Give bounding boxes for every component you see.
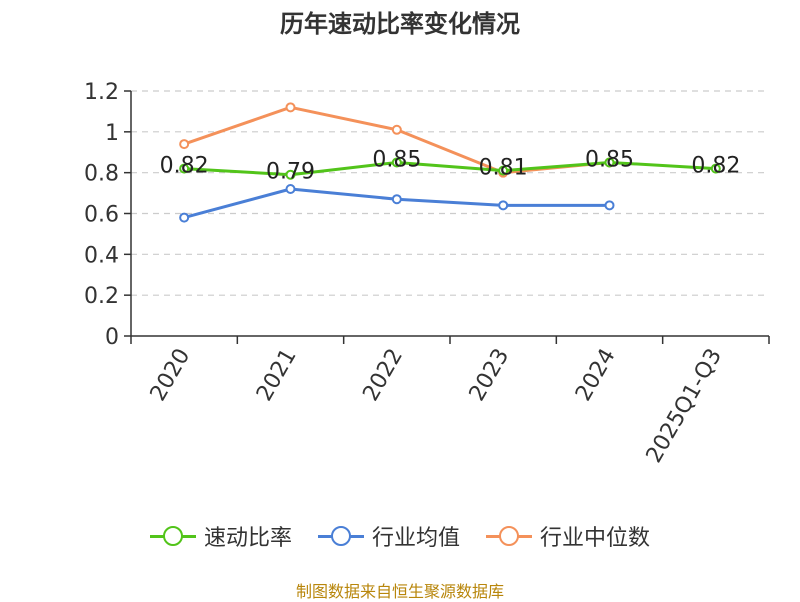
legend-swatch	[149, 526, 196, 546]
data-labels: 0.82 0.79 0.85 0.81 0.85 0.82	[160, 147, 741, 184]
x-tick-label: 2023	[465, 344, 515, 405]
y-tick-label: 0.2	[84, 284, 119, 309]
x-tick-label: 2021	[252, 345, 302, 406]
data-label: 0.85	[372, 147, 421, 172]
legend-item[interactable]: 速动比率	[149, 520, 292, 552]
x-tick-label: 2020	[146, 345, 196, 406]
data-point	[391, 124, 402, 135]
data-point	[179, 139, 190, 150]
data-point	[498, 165, 509, 176]
legend-label: 行业中位数	[540, 526, 651, 551]
y-tick-label: 0.8	[84, 162, 119, 187]
series-line-0	[184, 160, 716, 177]
y-tick-label: 0	[105, 325, 119, 350]
data-point	[179, 163, 190, 174]
legend: 速动比率 行业均值 行业中位数	[0, 518, 800, 554]
data-label: 0.82	[160, 154, 209, 179]
x-tick-label: 2025Q1-Q3	[642, 345, 727, 468]
data-point	[285, 184, 296, 194]
data-point	[391, 194, 402, 205]
gridlines	[131, 90, 769, 296]
data-point	[604, 200, 615, 211]
legend-swatch	[317, 526, 364, 546]
data-point	[498, 200, 509, 211]
legend-label: 速动比率	[203, 526, 292, 551]
legend-item[interactable]: 行业中位数	[486, 520, 650, 552]
data-point	[391, 157, 402, 168]
series	[179, 102, 721, 223]
y-tick-label: 1.2	[84, 80, 119, 105]
x-tick-label: 2024	[571, 345, 621, 406]
data-label: 0.81	[479, 156, 528, 181]
legend-swatch	[486, 526, 532, 546]
y-tick-label: 0.6	[84, 203, 119, 228]
y-tick-label: 1	[105, 121, 119, 146]
legend-label: 行业均值	[371, 526, 460, 551]
data-point	[285, 102, 296, 113]
data-point	[710, 163, 721, 174]
x-tick-label: 2022	[358, 345, 408, 406]
data-label: 0.82	[691, 154, 740, 179]
data-label: 0.85	[585, 147, 634, 172]
source-note: 制图数据来自恒生聚源数据库	[295, 582, 504, 601]
data-point	[604, 157, 615, 168]
chart-title: 历年速动比率变化情况	[280, 10, 520, 38]
data-point	[179, 212, 190, 223]
data-point	[285, 169, 296, 180]
data-label: 0.79	[266, 160, 315, 185]
y-tick-label: 0.4	[84, 243, 119, 268]
legend-item[interactable]: 行业均值	[317, 520, 460, 552]
